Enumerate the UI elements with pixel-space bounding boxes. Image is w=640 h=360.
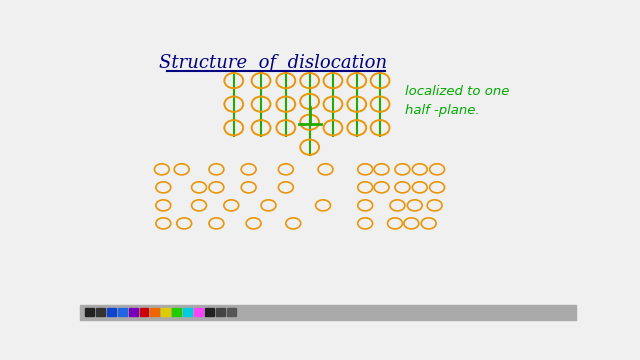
Bar [205,308,214,316]
Text: Structure  of  dislocation: Structure of dislocation [159,54,387,72]
Bar [129,308,138,316]
Bar [227,308,236,316]
Bar [118,308,127,316]
Bar [183,308,192,316]
Bar [140,308,148,316]
Bar [194,308,203,316]
Bar [107,308,116,316]
Bar [216,308,225,316]
Bar [161,308,170,316]
Bar [85,308,94,316]
Bar [150,308,159,316]
Text: localized to one
half -plane.: localized to one half -plane. [405,85,509,117]
Bar [172,308,181,316]
Bar [80,305,576,320]
Bar [96,308,105,316]
